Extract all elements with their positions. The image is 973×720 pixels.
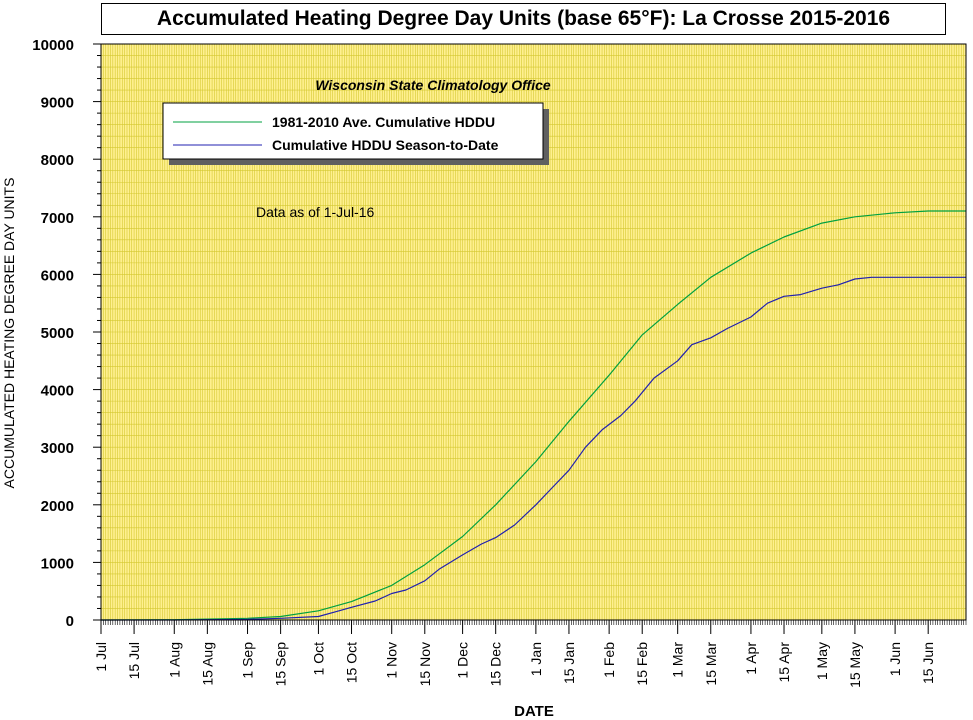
x-tick-label: 15 Nov: [417, 642, 433, 686]
series-line-normal: [100, 210, 966, 621]
chart-subtitle: Wisconsin State Climatology Office: [315, 77, 551, 93]
x-tick-label: 1 Nov: [384, 642, 400, 679]
x-tick-label: 15 Oct: [344, 642, 360, 683]
x-tick-label: 1 Feb: [601, 642, 617, 678]
x-tick-label: 15 Dec: [488, 642, 504, 686]
x-tick-label: 15 Apr: [776, 642, 792, 683]
x-tick-label: 1 Dec: [455, 642, 471, 679]
x-axis: 1 Jul 15 Jul 1 Aug 15 Aug 1 Sep 15 Sep 1 Oct 15…: [93, 620, 967, 688]
y-tick-label: 8000: [41, 152, 74, 169]
legend-label-season: Cumulative HDDU Season-to-Date: [272, 137, 499, 153]
x-tick-label: 15 May: [847, 642, 863, 688]
x-tick-label: 1 Jan: [528, 642, 544, 676]
x-tick-label: 1 Aug: [166, 642, 182, 678]
x-tick-label: 15 Jun: [920, 642, 936, 684]
x-tick-label: 1 Jun: [887, 642, 903, 676]
x-tick-label: 15 Aug: [199, 642, 215, 686]
x-tick-label: 1 Jul: [93, 642, 109, 672]
y-axis: 0 1000 2000 3000 4000 5000 6000 7000 8000 9000 100…: [32, 37, 101, 630]
y-tick-label: 4000: [41, 383, 74, 400]
legend: 1981-2010 Ave. Cumulative HDDU Cumulativ…: [162, 102, 549, 165]
x-tick-label: 15 Sep: [273, 642, 289, 687]
x-tick-label: 1 Mar: [670, 642, 686, 678]
y-tick-label: 7000: [41, 210, 74, 227]
x-tick-label: 1 Oct: [310, 642, 326, 676]
legend-box: [162, 102, 544, 160]
x-tick-label: 1 Sep: [240, 642, 256, 679]
x-tick-label: 15 Jan: [561, 642, 577, 684]
y-tick-label: 5000: [41, 325, 74, 342]
x-axis-label: DATE: [514, 703, 554, 720]
y-tick-label: 6000: [41, 267, 74, 284]
y-tick-label: 0: [66, 613, 74, 630]
series-line-season: [101, 276, 966, 621]
x-tick-label: 15 Mar: [703, 642, 719, 686]
legend-label-normal: 1981-2010 Ave. Cumulative HDDU: [272, 114, 495, 130]
y-tick-label: 10000: [32, 37, 74, 54]
y-tick-label: 9000: [41, 95, 74, 112]
x-tick-label: 1 Apr: [743, 642, 759, 675]
y-tick-label: 3000: [41, 440, 74, 457]
series-layer: [100, 210, 966, 621]
x-tick-label: 15 Jul: [126, 642, 142, 679]
data-as-of-annotation: Data as of 1-Jul-16: [256, 204, 374, 220]
y-axis-label: ACCUMULATED HEATING DEGREE DAY UNITS: [1, 178, 17, 489]
y-tick-label: 2000: [41, 498, 74, 515]
chart-title: Accumulated Heating Degree Day Units (ba…: [101, 3, 946, 35]
y-tick-label: 1000: [41, 555, 74, 572]
x-tick-label: 15 Feb: [634, 642, 650, 686]
x-tick-label: 1 May: [814, 642, 830, 680]
